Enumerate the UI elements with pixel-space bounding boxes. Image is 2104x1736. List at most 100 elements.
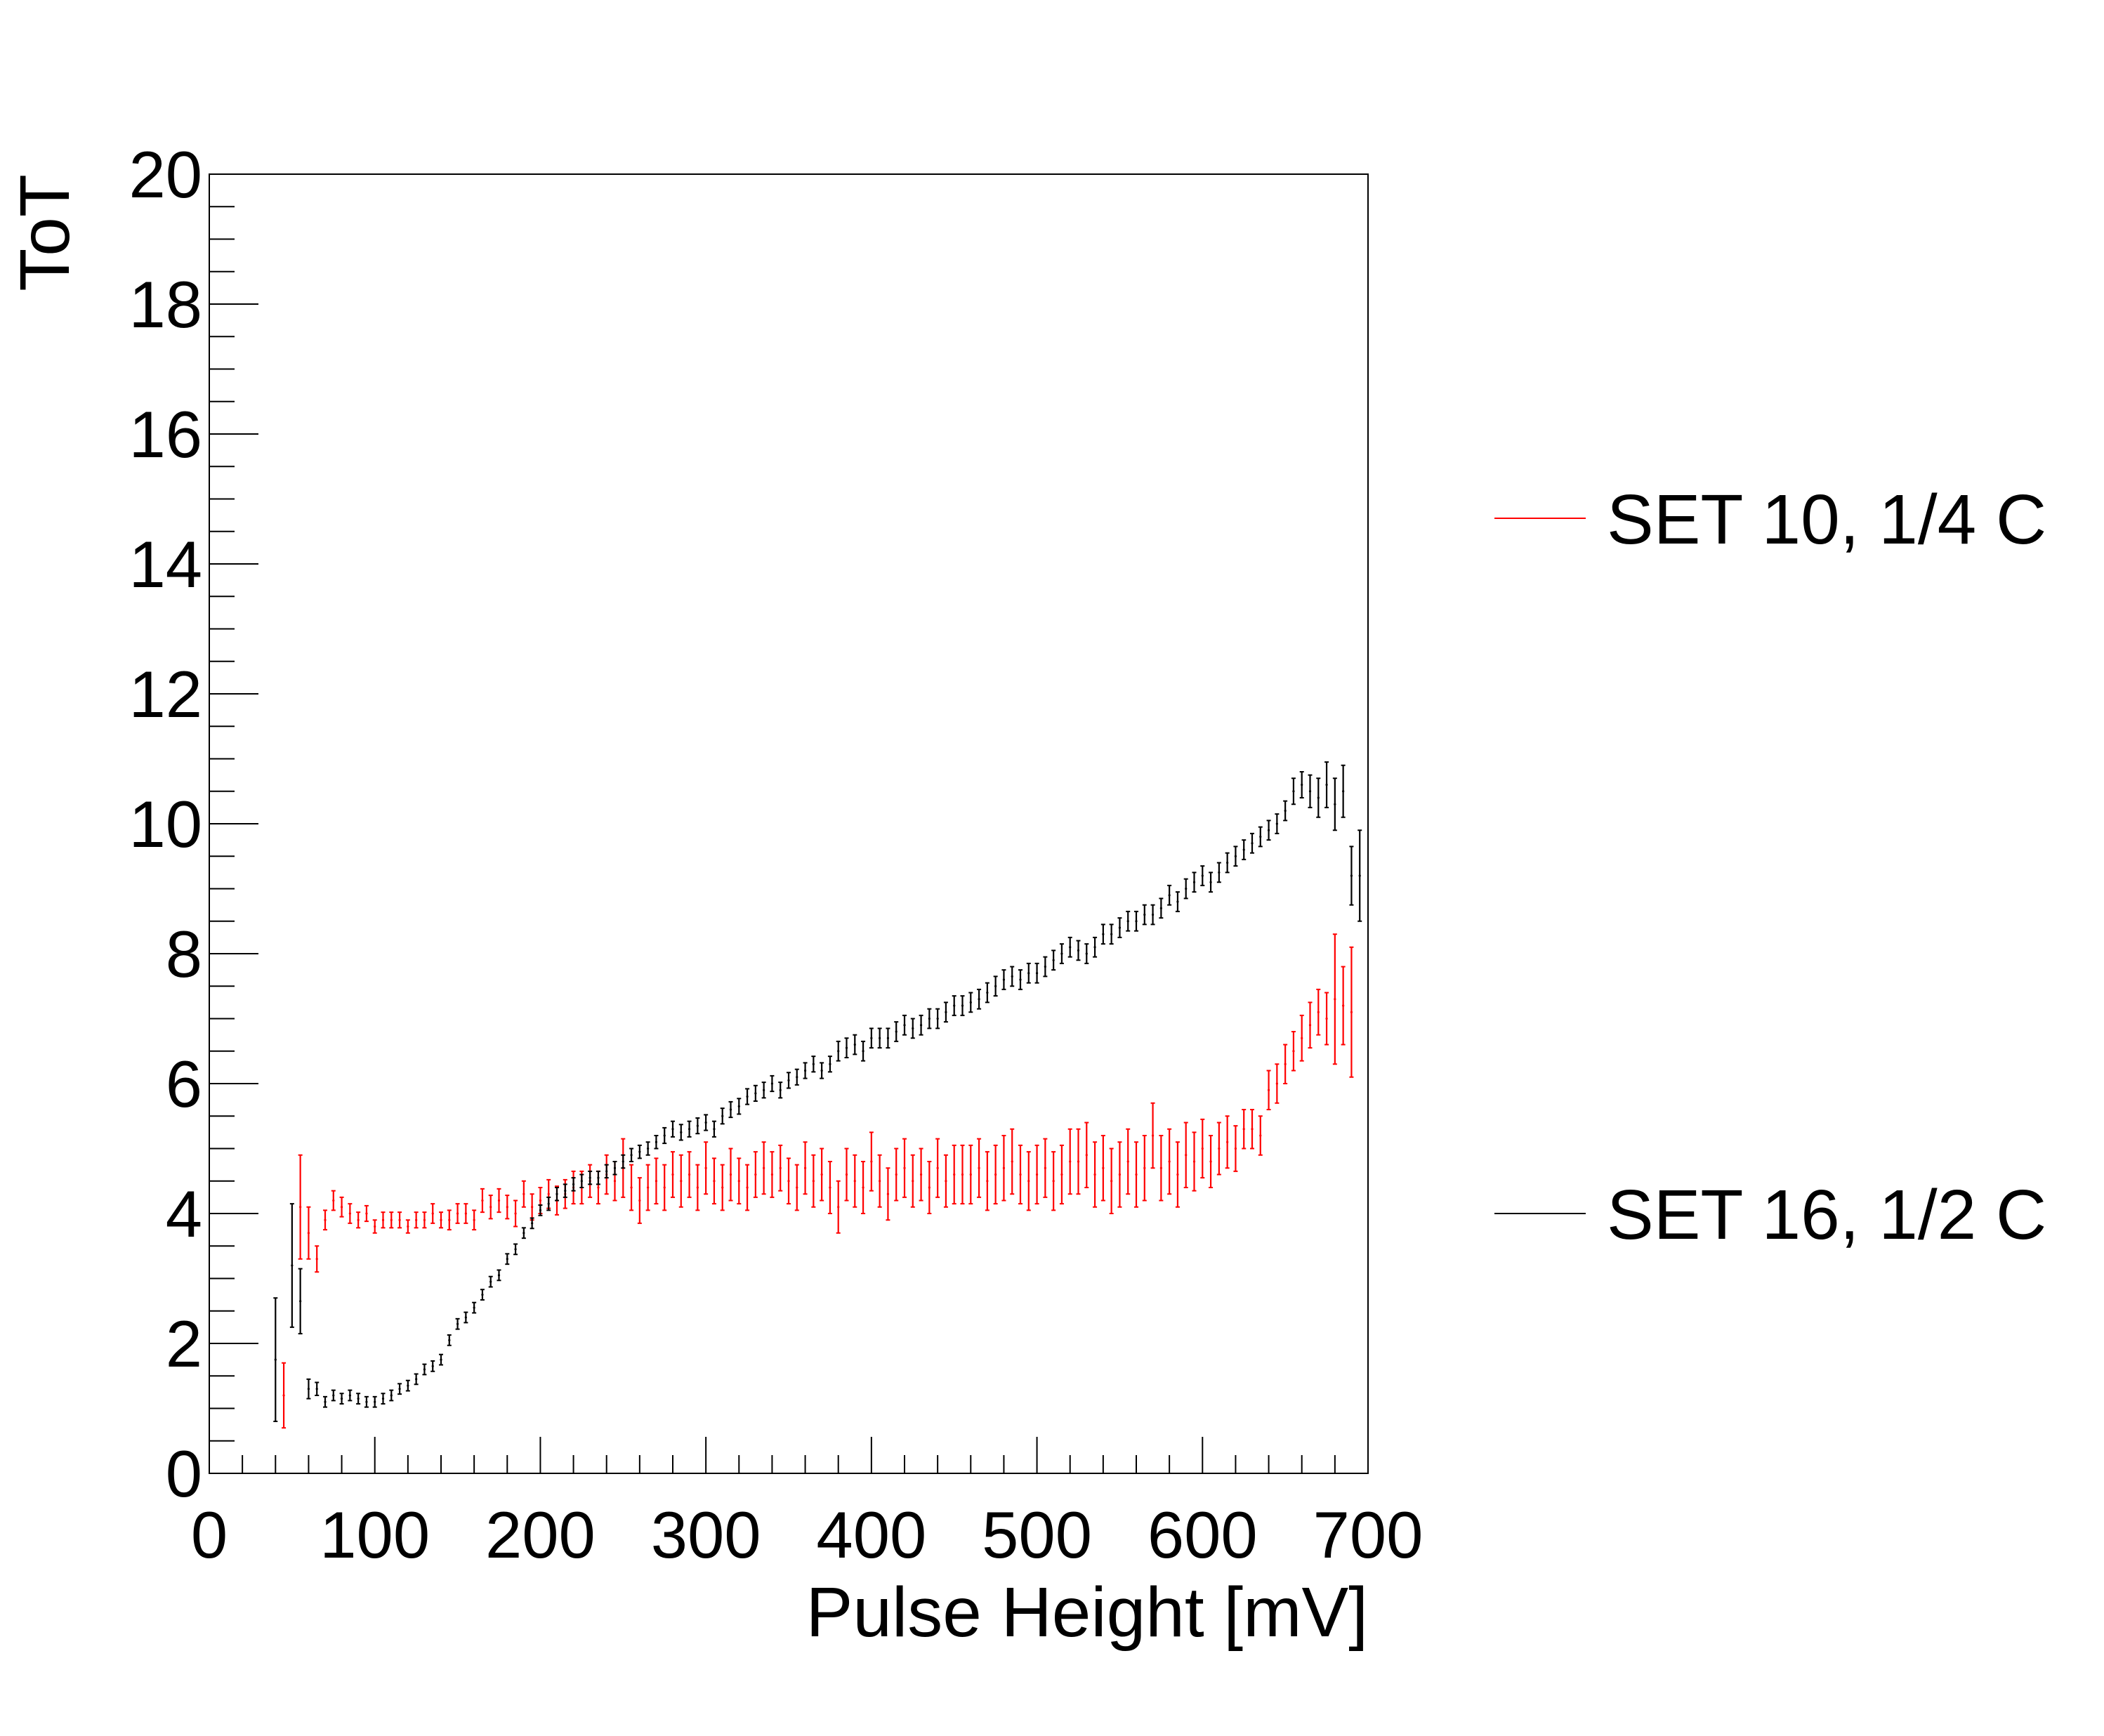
- data-point: [919, 1173, 923, 1176]
- data-point: [746, 1186, 749, 1189]
- data-point: [928, 1186, 931, 1189]
- data-point: [630, 1186, 633, 1189]
- data-point: [1185, 887, 1188, 890]
- data-point: [514, 1212, 517, 1215]
- data-point: [671, 1128, 674, 1131]
- data-point: [903, 1024, 906, 1027]
- data-point: [754, 1092, 757, 1095]
- data-point: [1168, 1160, 1171, 1163]
- data-point: [390, 1218, 393, 1221]
- data-point: [448, 1218, 451, 1221]
- data-point: [274, 1358, 277, 1361]
- data-point: [663, 1134, 666, 1137]
- data-point: [332, 1199, 335, 1202]
- data-point: [1334, 998, 1336, 1001]
- data-point: [613, 1180, 617, 1183]
- data-point: [879, 1037, 881, 1039]
- data-point: [431, 1212, 434, 1215]
- data-point: [671, 1173, 674, 1176]
- data-point: [564, 1190, 567, 1192]
- data-point: [374, 1225, 376, 1228]
- data-point: [1044, 965, 1046, 968]
- data-point: [531, 1222, 534, 1225]
- data-point: [945, 1011, 947, 1013]
- axis-ticks: [209, 173, 1369, 1474]
- data-point: [1118, 1173, 1122, 1176]
- data-point: [713, 1128, 716, 1131]
- data-point: [423, 1218, 426, 1221]
- data-point: [365, 1400, 368, 1403]
- data-point: [770, 1082, 774, 1085]
- data-point: [1027, 1180, 1030, 1183]
- data-point: [1192, 1160, 1196, 1163]
- x-tick-label: 300: [651, 1498, 761, 1572]
- data-point: [829, 1063, 831, 1065]
- data-point: [332, 1394, 335, 1397]
- data-point: [647, 1147, 650, 1150]
- series-1: [282, 933, 1354, 1429]
- data-point: [622, 1160, 624, 1163]
- data-point: [1143, 1166, 1146, 1169]
- data-point: [688, 1128, 691, 1131]
- data-point: [655, 1140, 658, 1143]
- data-point: [381, 1398, 385, 1400]
- x-tick-label: 200: [485, 1498, 596, 1572]
- data-point: [555, 1192, 558, 1195]
- data-point: [1085, 1154, 1088, 1157]
- data-point: [1251, 1128, 1254, 1131]
- data-point: [994, 985, 997, 987]
- y-tick-label: 14: [129, 527, 202, 601]
- data-point: [324, 1218, 327, 1221]
- data-point: [291, 1264, 294, 1267]
- data-point: [605, 1170, 608, 1173]
- data-point: [1135, 920, 1138, 923]
- data-point: [647, 1186, 650, 1189]
- data-point: [1118, 926, 1122, 929]
- x-tick-label: 400: [816, 1498, 926, 1572]
- data-point: [1143, 913, 1146, 916]
- data-point: [456, 1212, 459, 1215]
- data-point: [299, 1300, 302, 1303]
- data-point: [845, 1173, 848, 1176]
- data-point: [969, 1001, 972, 1004]
- data-point: [829, 1186, 831, 1189]
- data-point: [514, 1248, 517, 1251]
- data-point: [936, 1017, 939, 1020]
- data-point: [1209, 1160, 1212, 1163]
- y-axis-title: ToT: [6, 174, 84, 291]
- data-point: [506, 1258, 508, 1261]
- data-point: [1011, 975, 1013, 978]
- data-point: [1358, 874, 1361, 877]
- y-tick-label: 2: [166, 1307, 202, 1381]
- data-point: [1019, 1173, 1022, 1176]
- data-point: [820, 1069, 823, 1072]
- y-tick-labels: 0 2 4 6 8 10 12 14 16 18 20: [129, 138, 202, 1511]
- data-point: [1002, 1166, 1006, 1169]
- data-point: [763, 1089, 765, 1091]
- data-point: [787, 1079, 790, 1081]
- data-point: [440, 1218, 442, 1221]
- x-tick-labels: 0 100 200 300 400 500 600 700: [191, 1498, 1424, 1572]
- data-point: [1044, 1166, 1046, 1169]
- data-point: [572, 1183, 575, 1185]
- data-point: [770, 1173, 774, 1176]
- series-layer: [273, 761, 1362, 1429]
- data-point: [464, 1316, 467, 1319]
- data-point: [522, 1232, 525, 1235]
- data-point: [1102, 933, 1105, 935]
- series-2: [273, 761, 1362, 1422]
- data-point: [506, 1206, 508, 1209]
- data-point: [381, 1218, 385, 1221]
- data-point: [613, 1166, 617, 1169]
- data-point: [1052, 959, 1055, 961]
- data-point: [903, 1166, 906, 1169]
- data-point: [779, 1089, 782, 1091]
- data-point: [1259, 1134, 1262, 1137]
- data-point: [721, 1114, 724, 1117]
- data-point: [1334, 803, 1336, 805]
- data-point: [928, 1017, 931, 1020]
- data-point: [315, 1258, 318, 1261]
- data-point: [374, 1400, 376, 1403]
- data-point: [539, 1199, 542, 1202]
